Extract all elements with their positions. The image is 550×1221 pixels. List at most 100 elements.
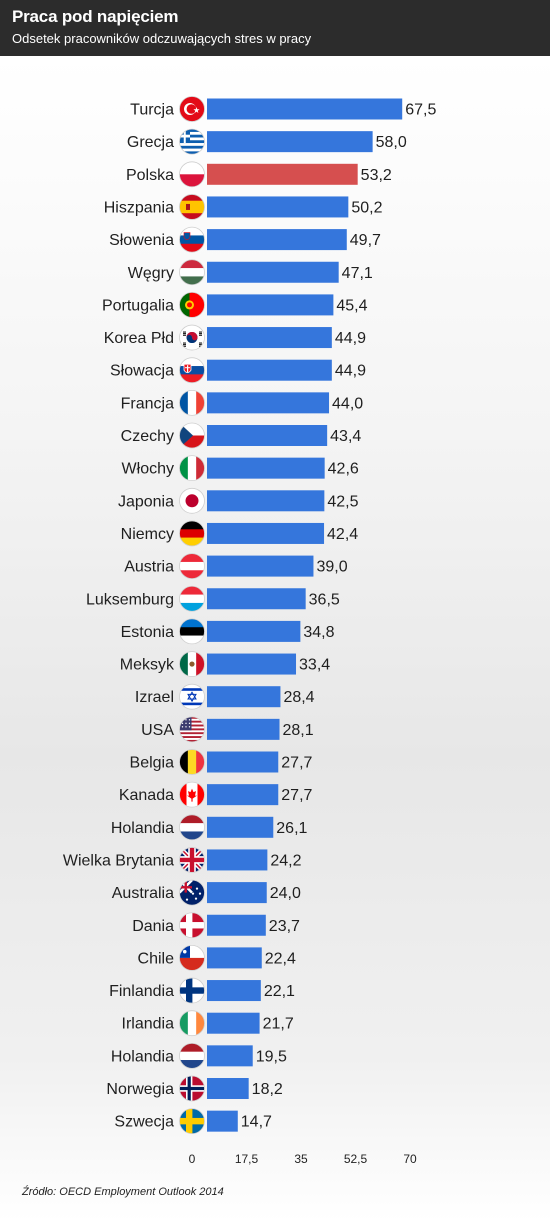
value-label: 14,7 (241, 1114, 272, 1131)
bar (207, 751, 279, 773)
category-label: Holandia (111, 820, 174, 837)
value-label: 47,1 (342, 265, 373, 282)
category-label: Szwecja (114, 1114, 174, 1131)
bar (207, 784, 279, 806)
category-label: Grecja (127, 134, 174, 151)
category-label: Luksemburg (86, 591, 174, 608)
bar (207, 980, 261, 1002)
category-label: Izrael (135, 689, 174, 706)
value-label: 50,2 (351, 199, 382, 216)
czechia-flag-icon (179, 422, 205, 449)
value-label: 27,7 (281, 755, 312, 772)
category-label: Włochy (122, 461, 174, 478)
bar (207, 1078, 249, 1099)
category-label: Meksyk (120, 657, 175, 674)
value-label: 45,4 (336, 297, 367, 314)
bar (207, 1045, 253, 1067)
category-label: Dania (132, 918, 174, 935)
bar (207, 555, 314, 577)
bar (207, 718, 280, 740)
bar (207, 1110, 238, 1132)
value-label: 67,5 (405, 102, 436, 119)
chart-subtitle: Odsetek pracowników odczuwających stres … (12, 31, 312, 46)
value-label: 24,2 (270, 852, 301, 869)
value-label: 24,0 (270, 885, 301, 902)
value-label: 36,5 (309, 591, 340, 608)
category-label: Austria (124, 559, 174, 576)
canada-flag-icon (179, 781, 205, 808)
category-label: Polska (126, 167, 174, 184)
category-label: Finlandia (109, 983, 174, 1000)
greece-flag-icon (179, 128, 205, 155)
category-label: Francja (121, 395, 174, 412)
italy-flag-icon (179, 455, 205, 482)
value-label: 28,1 (283, 722, 314, 739)
category-label: Słowenia (109, 232, 174, 249)
category-label: Holandia (111, 1048, 174, 1065)
bar (207, 163, 358, 185)
value-label: 44,9 (335, 330, 366, 347)
category-label: Estonia (121, 624, 174, 641)
value-label: 43,4 (330, 428, 361, 445)
bar (207, 882, 267, 904)
value-label: 22,1 (264, 983, 295, 1000)
belgium-flag-icon (179, 749, 205, 775)
value-label: 21,7 (263, 1016, 294, 1033)
sweden-flag-icon (179, 1108, 205, 1135)
category-label: Belgia (130, 755, 175, 772)
category-label: Słowacja (110, 363, 174, 380)
chile-flag-icon (179, 945, 205, 971)
x-tick-label: 35 (294, 1152, 308, 1166)
value-label: 19,5 (256, 1048, 287, 1065)
portugal-flag-icon (179, 291, 205, 318)
bar (207, 98, 403, 120)
category-label: Australia (112, 885, 174, 902)
france-flag-icon (179, 389, 205, 416)
estonia-flag-icon (179, 618, 205, 645)
bar (207, 392, 330, 414)
x-tick-label: 0 (189, 1152, 196, 1166)
bar (207, 686, 281, 708)
value-label: 22,4 (265, 950, 296, 967)
value-label: 18,2 (252, 1081, 283, 1098)
bar (207, 261, 339, 283)
japan-flag-icon (179, 487, 205, 514)
uk-flag-icon (179, 847, 205, 873)
value-label: 58,0 (376, 134, 407, 151)
category-label: Portugalia (102, 297, 174, 314)
bar (207, 914, 266, 936)
chart-header: Praca pod napięciem Odsetek pracowników … (0, 0, 550, 56)
bar (207, 620, 301, 642)
category-label: Niemcy (121, 526, 174, 543)
category-label: Irlandia (122, 1016, 175, 1033)
bar (207, 653, 297, 675)
spain-flag-icon (179, 194, 205, 220)
category-label: Kanada (119, 787, 174, 804)
value-label: 49,7 (350, 232, 381, 249)
source-note: Źródło: OECD Employment Outlook 2014 (22, 1186, 224, 1198)
usa-flag-icon (179, 716, 205, 743)
bar (207, 816, 274, 838)
netherlands-flag-icon (179, 1042, 205, 1069)
australia-flag-icon (179, 879, 205, 906)
poland-flag-icon (179, 161, 205, 188)
category-label: Czechy (121, 428, 174, 445)
category-label: Węgry (128, 265, 174, 282)
x-tick-label: 70 (403, 1152, 417, 1166)
bar (207, 294, 334, 316)
austria-flag-icon (179, 553, 205, 579)
bar (207, 359, 332, 381)
bar (207, 327, 332, 349)
mexico-flag-icon (179, 651, 205, 677)
value-label: 27,7 (281, 787, 312, 804)
bar (207, 522, 325, 544)
bar (207, 849, 268, 871)
category-label: USA (141, 722, 174, 739)
value-label: 34,8 (303, 624, 334, 641)
value-label: 53,2 (361, 167, 392, 184)
value-label: 23,7 (269, 918, 300, 935)
bar (207, 196, 349, 218)
category-label: Chile (138, 950, 175, 967)
bar (207, 490, 325, 512)
value-label: 44,9 (335, 363, 366, 380)
